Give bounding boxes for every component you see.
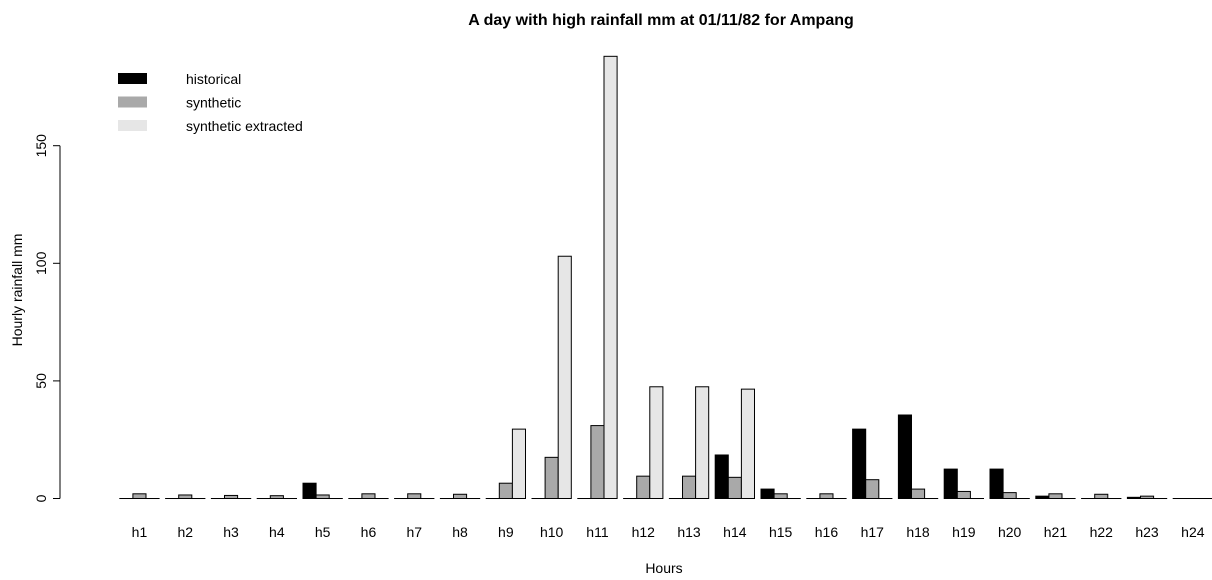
legend-label: synthetic extracted [186, 118, 303, 134]
x-tick-label: h21 [1044, 524, 1068, 540]
bar-h5-synthetic [315, 494, 330, 500]
bar-h15-historical [760, 488, 775, 499]
bar-h17-synthetic [865, 479, 880, 499]
x-tick-label: h11 [586, 524, 609, 540]
bar-h12-synthetic-extracted [649, 386, 664, 499]
bars [119, 55, 1212, 500]
legend-label: historical [186, 71, 241, 87]
x-tick-label: h19 [952, 524, 976, 540]
legend-swatch-historical [118, 73, 147, 84]
legend: historical synthetic synthetic extracted [118, 71, 303, 134]
x-tick-label: h10 [540, 524, 564, 540]
bar-h22-synthetic [1094, 493, 1109, 499]
bar-h4-synthetic [269, 495, 284, 499]
y-tick-label: 150 [33, 134, 49, 158]
bar-h9-synthetic [498, 482, 513, 499]
bar-h10-synthetic [544, 456, 559, 499]
bar-h12-synthetic [636, 475, 651, 500]
bar-h18-synthetic [911, 488, 926, 499]
bar-h23-synthetic [1140, 495, 1155, 499]
x-tick-label: h1 [132, 524, 148, 540]
bar-h21-synthetic [1048, 493, 1063, 499]
y-tick-label: 50 [33, 373, 49, 389]
x-axis-label: Hours [645, 560, 682, 576]
x-tick-label: h20 [998, 524, 1022, 540]
bar-h20-historical [989, 468, 1004, 500]
bar-h16-synthetic [819, 493, 834, 499]
x-tick-label: h15 [769, 524, 793, 540]
bar-h10-synthetic-extracted [557, 255, 572, 499]
x-tick-labels: h1 h2 h3 h4 h5 h6 h7 h8 h9 h10 h11 h12 h13 h14 h15 h16 h… [132, 524, 1205, 540]
x-tick-label: h9 [498, 524, 514, 540]
y-tick-label: 100 [33, 251, 49, 275]
x-tick-label: h2 [177, 524, 193, 540]
bar-h23-historical [1126, 496, 1142, 500]
bar-h9-synthetic-extracted [511, 428, 527, 499]
bar-h14-synthetic [727, 476, 742, 499]
bar-h15-synthetic [773, 493, 788, 499]
bar-h14-historical [714, 454, 729, 499]
x-tick-label: h14 [723, 524, 747, 540]
bar-h3-synthetic [224, 494, 239, 500]
x-tick-label: h5 [315, 524, 331, 540]
bar-h11-synthetic [590, 425, 605, 499]
x-tick-label: h7 [406, 524, 422, 540]
bar-h21-historical [1035, 495, 1050, 499]
y-tick-label: 0 [33, 494, 49, 502]
chart-title: A day with high rainfall mm at 01/11/82 … [468, 12, 854, 29]
bar-h13-synthetic-extracted [695, 386, 710, 499]
x-tick-label: h8 [452, 524, 468, 540]
x-tick-label: h13 [677, 524, 701, 540]
bar-h17-historical [852, 428, 867, 499]
legend-swatch-synthetic-extracted [118, 120, 147, 131]
bar-h20-synthetic [1002, 492, 1017, 499]
x-tick-label: h24 [1181, 524, 1205, 540]
y-axis: 0 50 100 150 [33, 134, 61, 502]
y-axis-label: Hourly rainfall mm [9, 234, 25, 347]
x-tick-label: h22 [1090, 524, 1114, 540]
x-tick-label: h6 [361, 524, 377, 540]
x-tick-label: h16 [815, 524, 839, 540]
bar-h5-historical [302, 482, 317, 499]
x-tick-label: h12 [632, 524, 656, 540]
x-tick-label: h23 [1135, 524, 1159, 540]
bar-h7-synthetic [407, 493, 422, 499]
x-tick-label: h4 [269, 524, 285, 540]
bar-h14-synthetic-extracted [740, 388, 756, 500]
legend-swatch-synthetic [118, 96, 147, 108]
bar-h19-synthetic [956, 490, 971, 500]
bar-h19-historical [943, 468, 958, 500]
x-tick-label: h18 [906, 524, 930, 540]
bar-h13-synthetic [682, 475, 697, 500]
bar-h2-synthetic [178, 494, 193, 500]
bar-h8-synthetic [453, 493, 468, 499]
bar-h11-synthetic-extracted [603, 55, 618, 499]
legend-label: synthetic [186, 95, 241, 111]
x-tick-label: h17 [861, 524, 885, 540]
bar-h6-synthetic [361, 493, 376, 499]
bar-h18-historical [897, 414, 913, 499]
bar-h1-synthetic [132, 493, 147, 499]
x-tick-label: h3 [223, 524, 239, 540]
